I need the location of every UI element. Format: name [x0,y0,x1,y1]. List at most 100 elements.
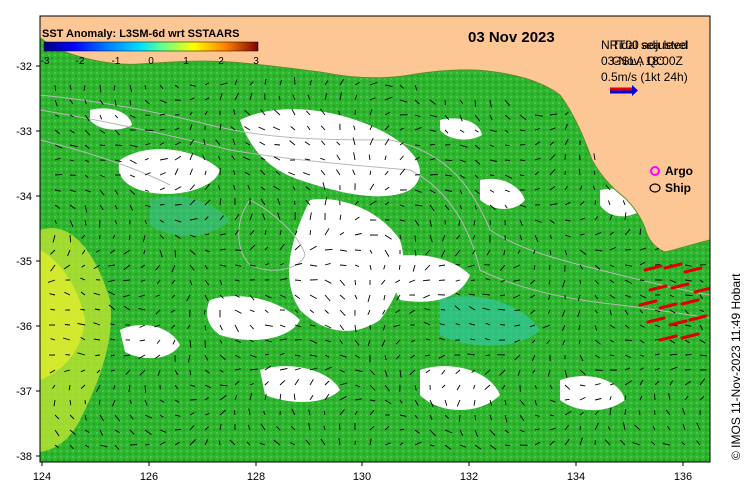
current-vector [444,429,453,434]
current-vector [174,168,179,176]
current-vector [519,174,525,176]
current-vector [513,279,521,282]
current-vector [414,399,419,406]
current-vector [324,309,329,314]
current-vector [369,183,375,191]
current-vector [187,354,191,363]
current-vector [219,339,223,344]
current-vector [579,264,583,270]
current-vector [514,339,521,343]
current-vector [474,444,482,450]
current-vector [532,369,536,374]
current-vector [202,155,206,161]
current-vector [189,124,193,131]
current-vector [579,354,584,362]
ship-observation-arrow [643,264,663,272]
current-vector [294,379,299,386]
current-vector [609,279,615,284]
current-vector [579,233,585,236]
current-vector [80,384,86,390]
current-vector [263,410,266,416]
current-vector [513,294,521,299]
current-vector [174,414,181,417]
current-vector [384,425,390,431]
current-vector [154,324,161,328]
current-vector [414,249,417,257]
current-vector [354,324,357,333]
current-vector [294,263,303,266]
current-vector [273,109,281,116]
current-vector [259,442,266,446]
current-vector [534,171,539,176]
current-vector [304,141,311,146]
current-vector [189,111,193,116]
current-vector [113,84,116,91]
current-vector [159,414,164,418]
current-vector [594,422,599,431]
current-vector [440,309,446,311]
current-vector [84,159,90,163]
current-vector [84,189,92,193]
current-vector [279,324,286,328]
current-vector [294,244,301,251]
current-vector [547,309,551,314]
current-vector [594,410,599,416]
current-vector [399,142,404,146]
current-vector [249,354,257,358]
current-vector [219,233,226,236]
current-vector [339,232,345,236]
current-vector [414,219,420,226]
current-vector [309,294,318,299]
current-vector [320,438,326,446]
current-vector [472,234,476,240]
current-vector [699,279,704,283]
current-vector [249,339,254,343]
current-vector [414,99,420,105]
current-vector [129,99,132,106]
current-vector [324,80,329,86]
current-vector [624,354,632,359]
current-vector [189,139,195,146]
current-vector [84,399,86,405]
current-vector [49,369,56,374]
current-vector [244,110,251,116]
current-vector [77,352,86,356]
current-vector [138,294,146,298]
current-vector [324,380,330,386]
current-vector [444,189,453,192]
current-vector [69,399,72,406]
current-vector [174,234,181,239]
current-vector [204,82,209,86]
current-vector [204,216,209,221]
current-vector [354,94,358,101]
current-vector [395,279,401,284]
current-vector [84,429,90,433]
current-vector [64,291,71,296]
current-vector [260,109,266,116]
ship-observation-arrows [638,262,710,342]
warm-anomaly-core [40,250,85,380]
current-vector [669,279,677,284]
current-vector [324,366,332,371]
current-vector [529,324,536,328]
current-vector [547,369,551,377]
current-vector [549,141,555,146]
current-vector [459,99,464,104]
current-vector [624,324,630,329]
cloud-mask [90,108,642,411]
current-vector [624,294,632,298]
current-vector [383,264,386,270]
current-vector [54,84,57,92]
current-vector [549,384,553,390]
current-vector [352,169,356,176]
current-vector [264,294,272,299]
current-vector [354,384,361,388]
current-vector [409,279,416,283]
current-vector [624,279,633,284]
current-vector [50,338,56,341]
current-vector [424,264,431,271]
current-vector [249,264,256,267]
current-vector [54,174,62,176]
current-vector [501,384,506,390]
current-vector [291,108,296,116]
